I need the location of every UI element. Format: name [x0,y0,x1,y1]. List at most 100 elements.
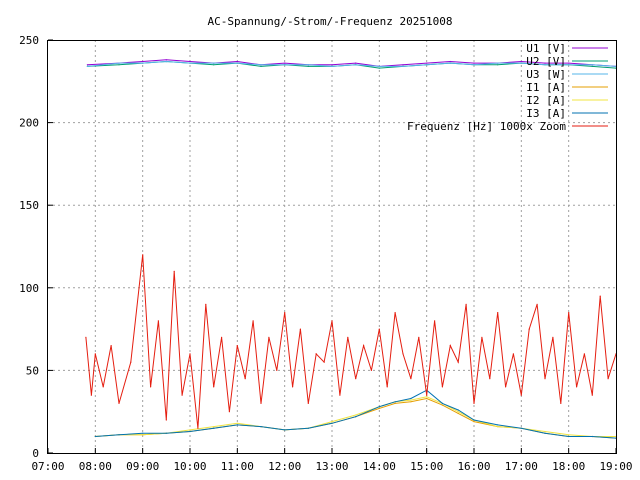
data-point [410,378,412,380]
data-point [481,336,483,338]
data-point [189,353,191,355]
data-point [157,320,159,322]
data-point [213,62,215,64]
data-point [520,394,522,396]
x-tick-label: 19:00 [599,460,632,473]
data-point [244,378,246,380]
data-point [378,328,380,330]
data-point [497,62,499,64]
data-point [568,312,570,314]
data-point [142,254,144,256]
x-tick-label: 12:00 [268,460,301,473]
legend-label: I2 [A] [526,94,566,107]
legend-label: I1 [A] [526,81,566,94]
x-tick-label: 14:00 [363,460,396,473]
data-point [102,386,104,388]
data-point [378,407,380,409]
ticks: 07:00 08:00 09:00 10:00 11:00 12:00 13:00 14:00… [19,34,632,473]
legend-label: U2 [V] [526,55,566,68]
data-point [307,402,309,404]
data-point [434,320,436,322]
data-point [181,394,183,396]
legend-label: Frequenz [Hz] 1000x Zoom [407,120,566,133]
chart-title: AC-Spannung/-Strom/-Frequenz 20251008 [207,15,452,28]
legend-label: U1 [V] [526,42,566,55]
data-point [426,396,428,398]
data-point [118,64,120,66]
data-point [118,402,120,404]
data-point [402,65,404,67]
data-point [284,64,286,66]
legend: U1 [V]U2 [V]U3 [W]I1 [A]I2 [A]I3 [A]Freq… [407,42,608,133]
data-point [473,62,475,64]
data-point [497,426,499,428]
data-point [457,409,459,411]
data-point [85,336,87,338]
data-point [347,336,349,338]
data-point [331,64,333,66]
data-point [536,303,538,305]
data-point [323,361,325,363]
data-point [142,432,144,434]
data-point [449,62,451,64]
data-point [331,421,333,423]
plot-frame [47,40,617,454]
data-point [591,64,593,66]
data-point [599,295,601,297]
data-point [560,402,562,404]
x-tick-label: 10:00 [173,460,206,473]
data-point [394,401,396,403]
y-tick-label: 50 [26,364,39,377]
data-point [142,434,144,436]
data-point [284,429,286,431]
data-point [173,270,175,272]
data-point [378,406,380,408]
data-point [331,65,333,67]
data-point [370,369,372,371]
data-point [505,386,507,388]
x-tick-label: 18:00 [552,460,585,473]
data-point [150,386,152,388]
x-tick-label: 09:00 [126,460,159,473]
x-tick-label: 13:00 [315,460,348,473]
data-point [520,427,522,429]
data-point [142,60,144,63]
data-point [473,421,475,423]
data-point [355,378,357,380]
data-point [228,411,230,413]
data-point [473,419,475,421]
data-point [363,345,365,347]
data-point [441,402,443,404]
data-point [441,386,443,388]
data-point [213,427,215,429]
x-tick-label: 11:00 [221,460,254,473]
data-point [520,62,522,64]
data-point [90,394,92,396]
data-point [568,435,570,438]
data-point [110,345,112,347]
data-point [426,394,428,396]
y-tick-label: 0 [32,447,39,460]
data-point [497,312,499,314]
data-point [307,427,309,429]
data-point [142,62,144,64]
data-point [568,62,570,64]
data-point [544,64,546,66]
data-point [426,397,428,400]
data-point [252,320,254,322]
data-point [378,67,380,69]
data-point [205,303,207,305]
data-point [497,64,499,66]
data-point [260,402,262,404]
series-lines [85,59,617,439]
data-point [394,312,396,314]
x-tick-label: 15:00 [410,460,443,473]
data-point [260,64,262,66]
data-point [189,430,191,433]
data-point [576,386,578,388]
data-point [165,419,167,421]
data-point [497,424,499,426]
data-point [410,401,412,403]
data-point [94,435,96,438]
data-point [528,328,530,330]
